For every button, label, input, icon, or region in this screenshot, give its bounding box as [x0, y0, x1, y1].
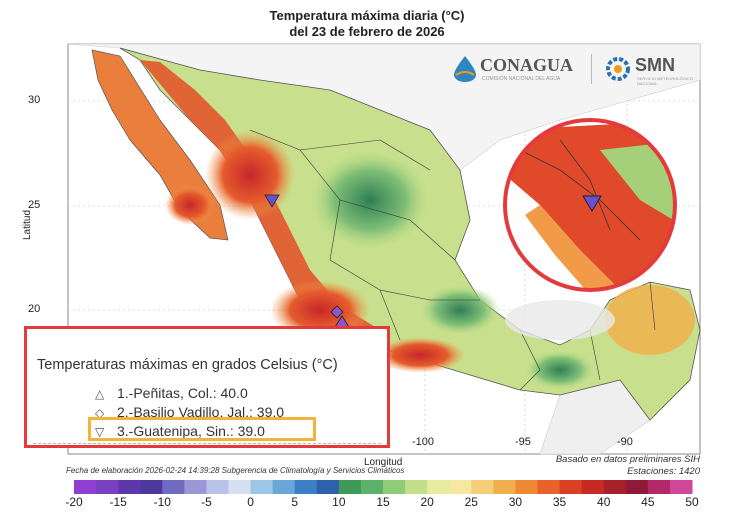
colorbar-tick-label: 30 — [508, 495, 523, 509]
colorbar-tick-label: -5 — [201, 495, 212, 509]
colorbar-tick-label: 20 — [420, 495, 434, 509]
colorbar-segment — [669, 480, 693, 494]
colorbar-segment — [338, 480, 362, 494]
colorbar-segment — [493, 480, 516, 494]
map-title-line1: Temperatura máxima diaria (°C) — [269, 8, 465, 23]
colorbar-tick-label: -15 — [109, 495, 127, 509]
triangle-down-icon: ▽ — [95, 425, 105, 439]
colorbar-segment — [537, 480, 561, 494]
legend-title: Temperaturas máximas en grados Celsius (… — [37, 357, 338, 373]
zoom-inset-border — [503, 118, 677, 292]
legend-item-2-text: 2.-Basilio Vadillo, Jal.: 39.0 — [117, 404, 285, 420]
legend-item-1: △ 1.-Peñitas, Col.: 40.0 — [95, 385, 248, 401]
map-title-line2: del 23 de febrero de 2026 — [289, 24, 445, 39]
xlabel: Longitud — [364, 457, 403, 468]
conagua-wordmark: CONAGUA — [480, 55, 573, 75]
colorbar-segment — [603, 480, 627, 494]
colorbar-segment — [581, 480, 605, 494]
footer-stations: Estaciones: 1420 — [627, 466, 700, 477]
station-marker-guatenipa — [264, 194, 280, 208]
colorbar-segment — [316, 480, 340, 494]
ylabel: Latitud — [22, 209, 33, 240]
colorbar-segment — [96, 480, 119, 494]
conagua-logo: CONAGUA COMISIÓN NACIONAL DEL AGUA — [452, 52, 582, 88]
lat-tick-20: 20 — [28, 303, 41, 315]
diamond-icon: ◇ — [95, 406, 105, 420]
lon-tick-minus100: -100 — [412, 436, 435, 448]
legend-item-2: ◇ 2.-Basilio Vadillo, Jal.: 39.0 — [95, 404, 284, 420]
colorbar-segment — [405, 480, 428, 494]
colorbar-segment — [383, 480, 406, 494]
legend-bottom-rule — [33, 443, 381, 444]
station-marker-basilio-vadillo — [330, 305, 344, 319]
lon-tick-minus90: -90 — [617, 436, 633, 448]
conagua-subtitle: COMISIÓN NACIONAL DEL AGUA — [482, 76, 561, 82]
colorbar-segment — [206, 480, 229, 494]
colorbar-segment — [471, 480, 494, 494]
colorbar-segment — [118, 480, 141, 494]
colorbar-segment — [625, 480, 649, 494]
logo-separator — [591, 54, 592, 84]
colorbar-segment — [74, 480, 97, 494]
colorbar-tick-label: 5 — [291, 495, 299, 509]
state-borders — [249, 129, 656, 391]
colorbar-segment — [647, 480, 671, 494]
colorbar-segment — [250, 480, 274, 494]
colorbar-segment — [449, 480, 472, 494]
colorbar-segment — [294, 480, 318, 494]
legend-item-3-text: 3.-Guatenipa, Sin.: 39.0 — [117, 423, 265, 439]
colorbar-tick-label: 15 — [376, 495, 390, 509]
smn-wordmark: SMN — [635, 55, 675, 75]
colorbar-tick-label: 10 — [332, 495, 346, 509]
colorbar-tick-label: 25 — [464, 495, 478, 509]
legend-item-3: ▽ 3.-Guatenipa, Sin.: 39.0 — [95, 423, 265, 439]
smn-gear-icon — [606, 57, 630, 81]
colorbar-tick-label: 40 — [597, 495, 611, 509]
colorbar-tick-label: 50 — [685, 495, 699, 509]
zoom-inset — [505, 120, 675, 290]
footer-elaboration: Fecha de elaboración 2026-02-24 14:39:28… — [66, 466, 405, 475]
colorbar-segment — [360, 480, 384, 494]
colorbar — [74, 480, 693, 494]
triangle-up-icon: △ — [95, 387, 105, 401]
legend-box: Temperaturas máximas en grados Celsius (… — [24, 326, 390, 448]
legend-highlight-box — [88, 417, 316, 441]
colorbar-tick-label: 45 — [641, 495, 655, 509]
smn-logo: SMN SERVICIO METEOROLÓGICO NACIONAL — [604, 52, 699, 88]
lat-tick-30: 30 — [28, 94, 41, 106]
legend-item-1-text: 1.-Peñitas, Col.: 40.0 — [117, 385, 248, 401]
colorbar-tick-label: 0 — [247, 495, 254, 509]
colorbar-tick-label: 35 — [552, 495, 567, 509]
colorbar-segment — [272, 480, 296, 494]
footer-data-source: Basado en datos preliminares SIH — [555, 454, 700, 465]
colorbar-segment — [162, 480, 185, 494]
colorbar-segment — [427, 480, 450, 494]
colorbar-tick-label: -10 — [153, 495, 171, 509]
conagua-drop-icon — [454, 56, 476, 82]
colorbar-tick-label: -20 — [65, 495, 83, 509]
lat-tick-25: 25 — [28, 199, 41, 211]
smn-subtitle: SERVICIO METEOROLÓGICO NACIONAL — [637, 76, 693, 86]
colorbar-segment — [184, 480, 207, 494]
colorbar-segment — [228, 480, 252, 494]
colorbar-segment — [515, 480, 538, 494]
colorbar-segment — [140, 480, 163, 494]
lon-tick-minus95: -95 — [515, 436, 531, 448]
colorbar-segment — [559, 480, 583, 494]
